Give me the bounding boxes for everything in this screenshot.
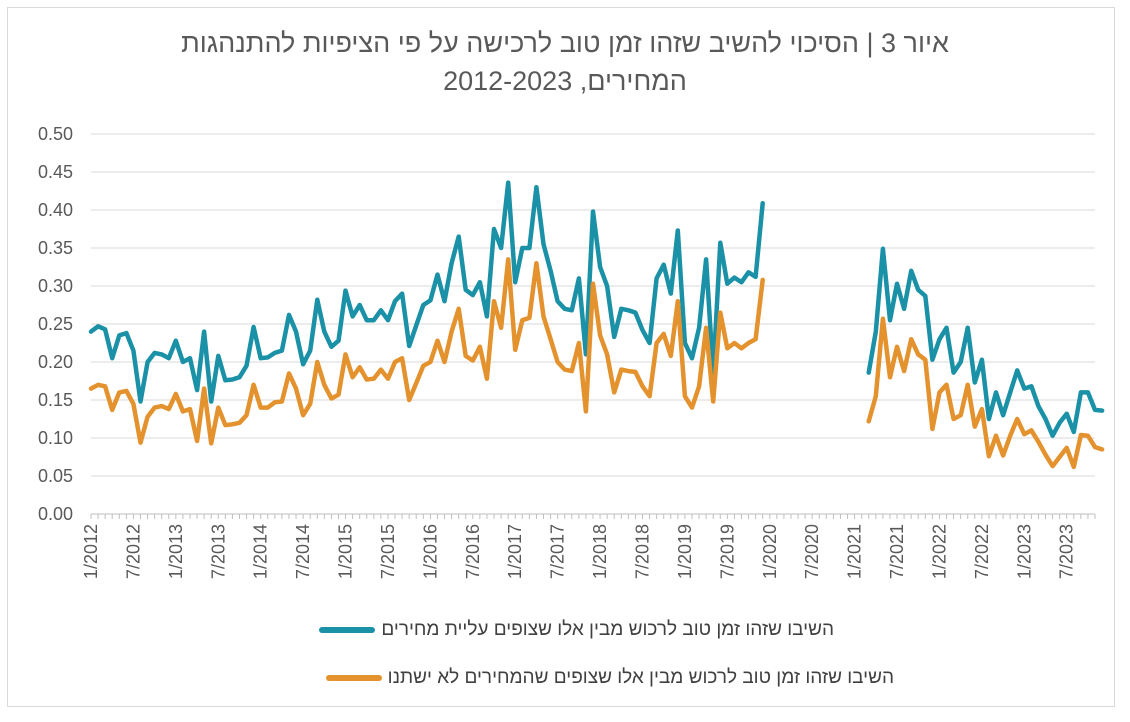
x-tick-label: 7/2012 (123, 524, 143, 579)
x-tick-label: 7/2023 (1057, 524, 1077, 579)
chart-title-line-1: איור 3 | הסיכוי להשיב שזהו זמן טוב לרכיש… (181, 28, 949, 58)
x-tick-label: 1/2015 (336, 524, 356, 579)
y-tick-label: 0.30 (38, 276, 73, 296)
x-tick-label: 7/2016 (463, 524, 483, 579)
x-tick-label: 1/2023 (1014, 524, 1034, 579)
x-tick-label: 1/2012 (81, 524, 101, 579)
x-tick-label: 1/2020 (760, 524, 780, 579)
series-0-line-segment-1 (866, 246, 1105, 438)
x-tick-label: 7/2019 (717, 524, 737, 579)
legend-label-rising-prices: השיבו שזהו זמן טוב לרכוש מבין אלו שצופים… (381, 619, 834, 640)
x-tick-label: 7/2014 (293, 524, 313, 579)
legend-item-rising-prices: השיבו שזהו זמן טוב לרכוש מבין אלו שצופים… (319, 615, 834, 645)
legend-swatch-teal (319, 627, 376, 633)
legend-item-stable-prices: השיבו שזהו זמן טוב לרכוש מבין אלו שצופים… (325, 663, 894, 693)
x-tick-label: 1/2018 (590, 524, 610, 579)
y-tick-label: 0.50 (38, 124, 73, 144)
y-tick-label: 0.15 (38, 390, 73, 410)
x-tick-label: 7/2013 (208, 524, 228, 579)
x-tick-label: 7/2017 (548, 524, 568, 579)
series-lines (88, 180, 1105, 470)
y-tick-label: 0.35 (38, 238, 73, 258)
y-tick-label: 0.40 (38, 200, 73, 220)
x-tick-label: 7/2020 (802, 524, 822, 579)
x-tick-label: 7/2018 (632, 524, 652, 579)
x-tick-label: 7/2022 (972, 524, 992, 579)
chart-title: איור 3 | הסיכוי להשיב שזהו זמן טוב לרכיש… (0, 24, 1130, 100)
x-tick-label: 1/2013 (166, 524, 186, 579)
x-tick-label: 1/2022 (929, 524, 949, 579)
y-tick-label: 0.25 (38, 314, 73, 334)
series-1-line-segment-1 (866, 316, 1105, 470)
x-tick-label: 1/2019 (675, 524, 695, 579)
x-tick-label: 1/2017 (505, 524, 525, 579)
x-tick-label: 1/2014 (251, 524, 271, 579)
legend-swatch-orange (325, 675, 382, 681)
chart-title-line-2: המחירים, 2012-2023 (443, 66, 687, 96)
y-tick-label: 0.05 (38, 466, 73, 486)
x-tick-label: 7/2015 (378, 524, 398, 579)
x-axis: 1/2012 7/2012 1/2013 7/2013 1/2014 7/2014 1/20… (81, 513, 1096, 579)
y-tick-label: 0.20 (38, 352, 73, 372)
series-1-line-segment-0 (88, 257, 765, 446)
series-0-line-segment-0 (88, 180, 765, 404)
x-tick-label: 7/2021 (887, 524, 907, 579)
y-axis-ticks: 0.00 0.05 0.10 0.15 0.20 0.25 0.30 0.35 0.40 0.45… (38, 124, 73, 524)
x-tick-label: 1/2021 (845, 524, 865, 579)
legend-label-stable-prices: השיבו שזהו זמן טוב לרכוש מבין אלו שצופים… (387, 667, 894, 688)
x-tick-label: 1/2016 (420, 524, 440, 579)
y-tick-label: 0.45 (38, 162, 73, 182)
y-tick-label: 0.00 (38, 504, 73, 524)
y-tick-label: 0.10 (38, 428, 73, 448)
